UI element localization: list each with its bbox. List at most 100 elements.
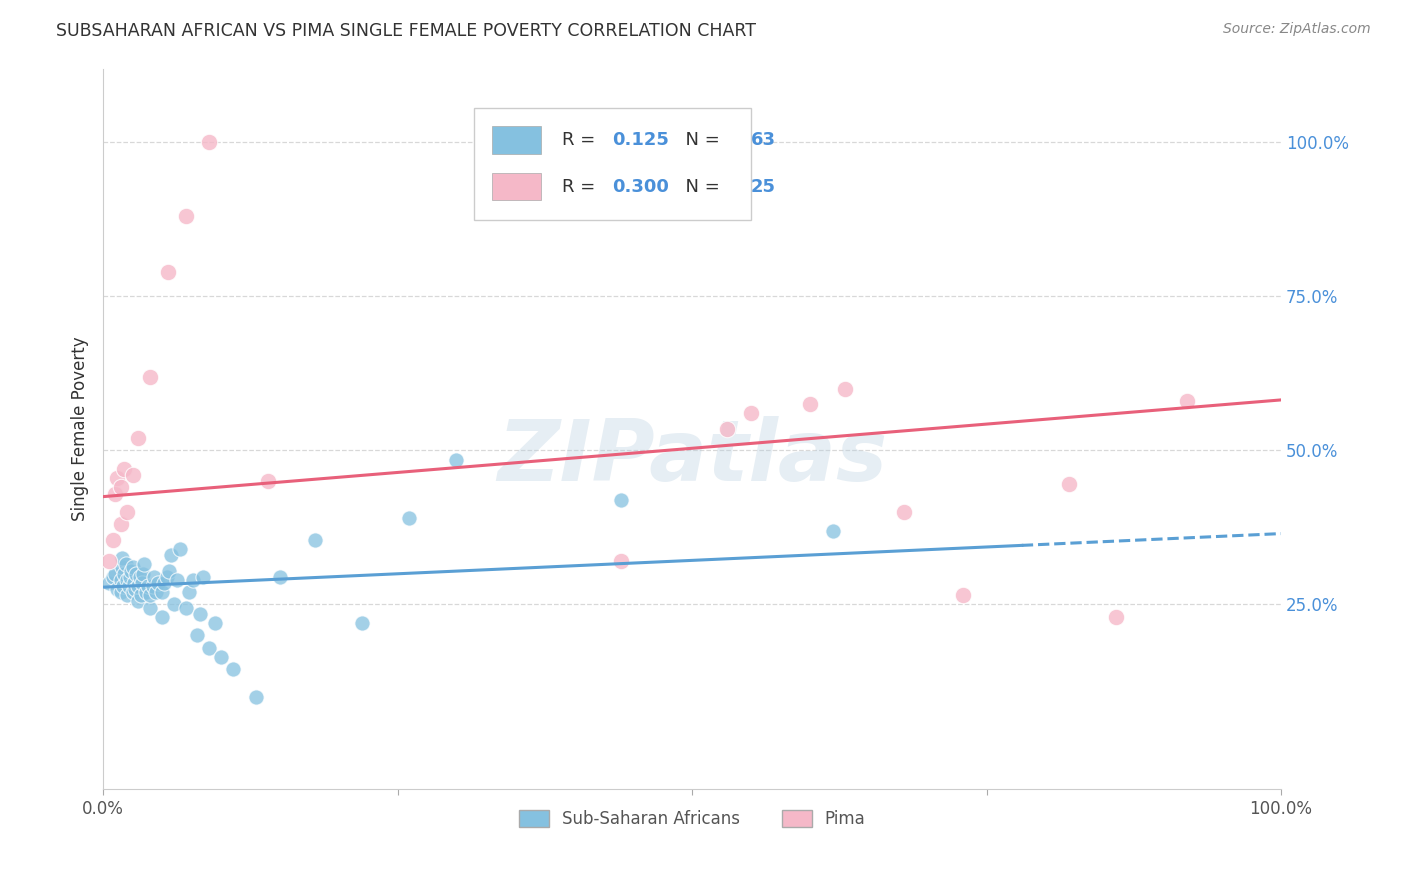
Point	[129, 588, 152, 602]
Point	[115, 573, 138, 587]
Point	[105, 582, 128, 596]
Point	[269, 570, 291, 584]
Point	[110, 480, 132, 494]
Point	[127, 579, 149, 593]
Point	[135, 585, 157, 599]
Point	[160, 548, 183, 562]
Point	[122, 575, 145, 590]
Text: ZIPatlas: ZIPatlas	[496, 417, 887, 500]
Point	[127, 594, 149, 608]
Point	[115, 588, 138, 602]
Text: N =: N =	[675, 178, 725, 195]
Point	[98, 575, 121, 590]
Point	[1175, 394, 1198, 409]
Point	[142, 570, 165, 584]
Point	[1057, 477, 1080, 491]
Text: R =: R =	[562, 131, 602, 149]
Text: Source: ZipAtlas.com: Source: ZipAtlas.com	[1223, 22, 1371, 37]
Point	[209, 649, 232, 664]
Legend: Sub-Saharan Africans, Pima: Sub-Saharan Africans, Pima	[512, 804, 872, 835]
Point	[139, 369, 162, 384]
Point	[610, 554, 633, 568]
Point	[111, 551, 134, 566]
Point	[110, 585, 132, 599]
Point	[740, 407, 762, 421]
Point	[104, 486, 127, 500]
Point	[150, 585, 173, 599]
Point	[352, 615, 374, 630]
Point	[110, 573, 132, 587]
Point	[111, 560, 134, 574]
Text: SUBSAHARAN AFRICAN VS PIMA SINGLE FEMALE POVERTY CORRELATION CHART: SUBSAHARAN AFRICAN VS PIMA SINGLE FEMALE…	[56, 22, 756, 40]
Point	[131, 575, 153, 590]
Point	[145, 585, 167, 599]
Point	[174, 210, 197, 224]
Text: 25: 25	[751, 178, 776, 195]
Point	[105, 471, 128, 485]
Point	[120, 564, 142, 578]
Point	[104, 566, 127, 581]
Point	[112, 462, 135, 476]
Point	[823, 524, 845, 538]
Point	[169, 541, 191, 556]
Point	[150, 609, 173, 624]
Point	[186, 628, 208, 642]
Text: 0.300: 0.300	[612, 178, 669, 195]
Point	[114, 558, 136, 572]
Point	[118, 579, 141, 593]
Point	[952, 588, 974, 602]
Point	[304, 533, 326, 547]
Point	[110, 517, 132, 532]
Point	[98, 554, 121, 568]
Point	[127, 431, 149, 445]
Point	[179, 585, 201, 599]
Point	[174, 600, 197, 615]
Point	[101, 570, 124, 584]
Point	[1105, 609, 1128, 624]
Point	[221, 662, 243, 676]
Point	[153, 575, 176, 590]
Point	[893, 505, 915, 519]
FancyBboxPatch shape	[492, 173, 541, 201]
Text: N =: N =	[675, 131, 725, 149]
Point	[125, 566, 148, 581]
Point	[115, 505, 138, 519]
Point	[204, 615, 226, 630]
Point	[128, 570, 150, 584]
Point	[716, 422, 738, 436]
Point	[834, 382, 856, 396]
Point	[132, 566, 155, 581]
FancyBboxPatch shape	[474, 108, 751, 219]
Point	[134, 558, 156, 572]
Point	[120, 570, 142, 584]
Point	[156, 265, 179, 279]
Point	[112, 566, 135, 581]
Point	[181, 573, 204, 587]
Point	[121, 585, 143, 599]
Text: R =: R =	[562, 178, 602, 195]
Point	[139, 588, 162, 602]
Point	[112, 579, 135, 593]
Point	[163, 598, 186, 612]
Point	[139, 600, 162, 615]
FancyBboxPatch shape	[492, 126, 541, 153]
Point	[257, 474, 280, 488]
Point	[198, 640, 221, 655]
Point	[188, 607, 211, 621]
Point	[610, 492, 633, 507]
Text: 0.125: 0.125	[612, 131, 669, 149]
Point	[446, 452, 468, 467]
Text: 63: 63	[751, 131, 776, 149]
Point	[245, 690, 267, 704]
Point	[166, 573, 188, 587]
Point	[148, 575, 170, 590]
Point	[193, 570, 215, 584]
Point	[157, 564, 180, 578]
Point	[121, 468, 143, 483]
Point	[121, 560, 143, 574]
Y-axis label: Single Female Poverty: Single Female Poverty	[72, 336, 89, 521]
Point	[124, 582, 146, 596]
Point	[398, 511, 420, 525]
Point	[136, 579, 159, 593]
Point	[142, 579, 165, 593]
